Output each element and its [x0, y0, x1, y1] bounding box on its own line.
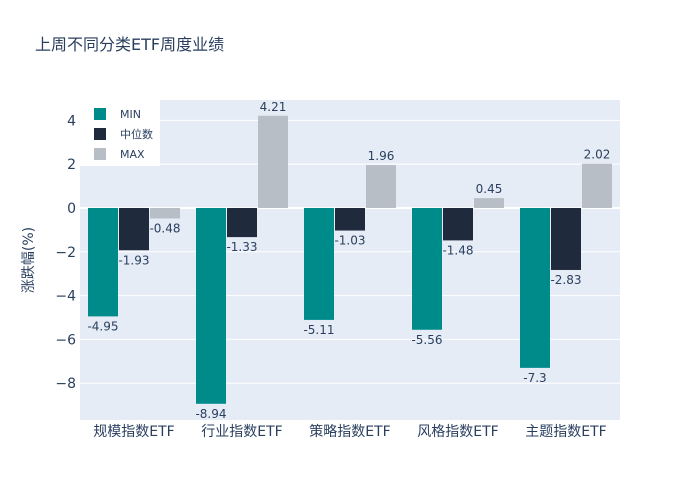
y-tick-label: 0 — [67, 201, 76, 217]
chart-title: 上周不同分类ETF周度业绩 — [35, 35, 224, 54]
bar-MAX[interactable] — [366, 165, 396, 208]
bar-中位数[interactable] — [119, 207, 149, 251]
x-tick-label: 规模指数ETF — [93, 424, 174, 440]
x-tick-label: 策略指数ETF — [309, 423, 390, 440]
y-tick-label: −8 — [55, 376, 76, 392]
y-tick-label: −6 — [55, 332, 76, 348]
bar-MIN[interactable] — [412, 207, 442, 330]
bar-MIN[interactable] — [88, 207, 118, 317]
legend-item[interactable]: MAX — [94, 148, 145, 161]
x-tick-label: 主题指数ETF — [525, 424, 606, 440]
data-label: -4.95 — [87, 319, 118, 333]
x-tick-label: 行业指数ETF — [201, 424, 282, 440]
data-label: 4.21 — [260, 100, 287, 114]
legend-item[interactable]: 中位数 — [94, 127, 153, 141]
legend-swatch — [94, 128, 106, 140]
y-tick-label: −4 — [55, 289, 76, 305]
bar-中位数[interactable] — [227, 207, 257, 238]
legend: MIN 中位数 MAX — [80, 100, 160, 166]
bar-MAX[interactable] — [150, 207, 180, 219]
data-label: -2.83 — [550, 273, 581, 287]
data-label: 2.02 — [584, 148, 611, 162]
data-label: 1.96 — [368, 149, 395, 163]
data-label: -1.03 — [334, 234, 365, 248]
bar-中位数[interactable] — [443, 207, 473, 241]
bar-中位数[interactable] — [551, 207, 581, 270]
data-label: -8.94 — [195, 407, 226, 421]
data-label: -1.33 — [226, 240, 257, 254]
data-label: 0.45 — [476, 182, 503, 196]
data-label: -5.11 — [303, 323, 334, 337]
y-tick-label: 4 — [67, 113, 76, 129]
bar-MAX[interactable] — [474, 198, 504, 208]
data-label: -5.56 — [411, 333, 442, 347]
x-tick-label: 风格指数ETF — [417, 424, 498, 440]
y-tick-label: 2 — [67, 157, 76, 173]
legend-background — [80, 100, 160, 166]
y-tick-label: −2 — [55, 245, 76, 261]
legend-swatch — [94, 148, 106, 160]
data-label: -1.93 — [118, 253, 149, 267]
bar-MIN[interactable] — [304, 207, 334, 320]
data-label: -0.48 — [149, 221, 180, 235]
legend-label: 中位数 — [120, 127, 153, 141]
bar-MAX[interactable] — [582, 163, 612, 208]
y-axis-label: 涨跌幅(%) — [21, 227, 37, 293]
data-label: -7.3 — [523, 371, 546, 385]
legend-item[interactable]: MIN — [94, 108, 141, 121]
bar-MAX[interactable] — [258, 115, 288, 208]
data-label: -1.48 — [442, 243, 473, 257]
bar-MIN[interactable] — [196, 207, 226, 404]
legend-swatch — [94, 108, 106, 120]
bar-中位数[interactable] — [335, 207, 365, 231]
bar-MIN[interactable] — [520, 207, 550, 368]
legend-label: MAX — [120, 148, 145, 161]
legend-label: MIN — [120, 108, 141, 121]
